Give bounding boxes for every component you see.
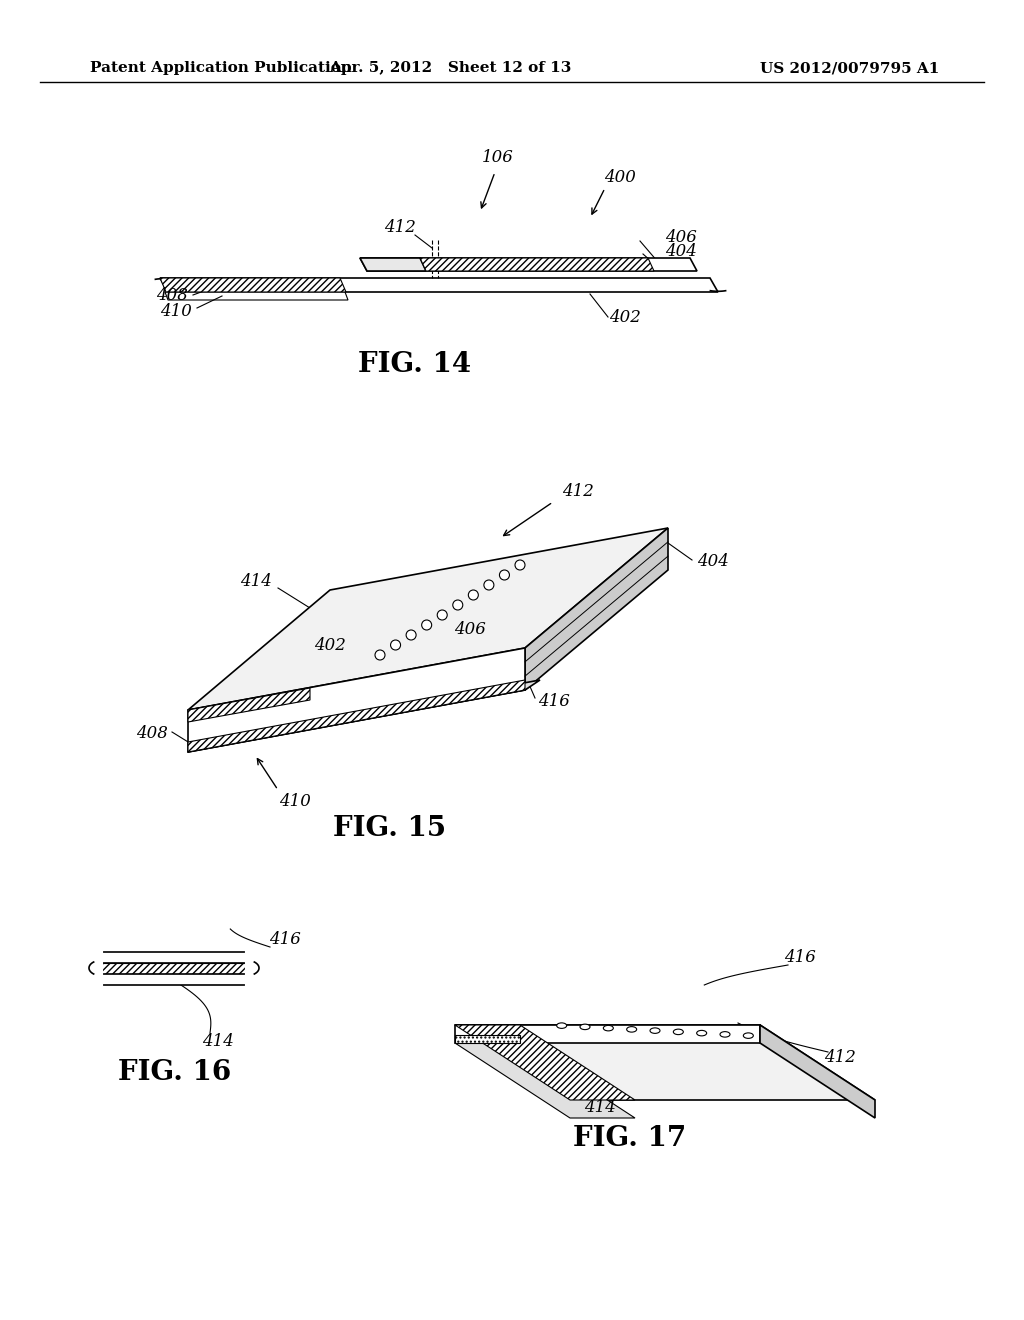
Text: 414: 414 [202, 1034, 233, 1051]
Polygon shape [760, 1026, 874, 1118]
Ellipse shape [674, 1030, 683, 1035]
Polygon shape [525, 528, 668, 690]
Circle shape [468, 590, 478, 601]
Circle shape [515, 560, 525, 570]
Text: Apr. 5, 2012   Sheet 12 of 13: Apr. 5, 2012 Sheet 12 of 13 [329, 61, 571, 75]
Polygon shape [188, 688, 310, 722]
Circle shape [422, 620, 432, 630]
Text: 408: 408 [136, 726, 168, 742]
Ellipse shape [650, 1028, 660, 1034]
Ellipse shape [696, 1031, 707, 1036]
Text: 404: 404 [697, 553, 729, 570]
Text: 402: 402 [314, 636, 346, 653]
Polygon shape [95, 950, 103, 990]
Text: FIG. 15: FIG. 15 [334, 814, 446, 842]
Circle shape [453, 601, 463, 610]
Polygon shape [455, 1035, 520, 1043]
Polygon shape [100, 964, 248, 974]
Text: 400: 400 [604, 169, 636, 186]
Polygon shape [455, 1026, 874, 1100]
Text: 416: 416 [784, 949, 816, 966]
Polygon shape [188, 648, 525, 752]
Ellipse shape [743, 1032, 754, 1039]
Text: 412: 412 [562, 483, 594, 500]
Text: 414: 414 [584, 1100, 616, 1117]
Text: 408: 408 [156, 288, 188, 305]
Text: 402: 402 [609, 309, 641, 326]
Ellipse shape [580, 1024, 590, 1030]
Circle shape [437, 610, 447, 620]
Circle shape [500, 570, 510, 579]
Ellipse shape [603, 1026, 613, 1031]
Polygon shape [455, 1043, 635, 1118]
Polygon shape [188, 528, 668, 710]
Polygon shape [165, 292, 348, 300]
Text: 416: 416 [538, 693, 570, 710]
Text: 414: 414 [240, 573, 272, 590]
Circle shape [484, 579, 494, 590]
Text: 404: 404 [665, 243, 697, 260]
Circle shape [390, 640, 400, 649]
Polygon shape [160, 279, 718, 292]
Circle shape [407, 630, 416, 640]
Text: 406: 406 [665, 230, 697, 247]
Polygon shape [455, 1026, 760, 1043]
Ellipse shape [720, 1032, 730, 1038]
Text: 406: 406 [454, 622, 486, 639]
Polygon shape [420, 257, 654, 271]
Text: 410: 410 [160, 302, 193, 319]
Polygon shape [360, 257, 697, 271]
Text: 412: 412 [384, 219, 416, 236]
Text: 410: 410 [280, 793, 311, 810]
Polygon shape [455, 1026, 635, 1100]
Polygon shape [360, 257, 426, 271]
Polygon shape [188, 680, 525, 752]
Ellipse shape [627, 1027, 637, 1032]
Text: FIG. 16: FIG. 16 [119, 1059, 231, 1085]
Ellipse shape [557, 1023, 566, 1028]
Polygon shape [188, 680, 540, 752]
Text: Patent Application Publication: Patent Application Publication [90, 61, 352, 75]
Text: 412: 412 [824, 1049, 856, 1067]
Text: FIG. 14: FIG. 14 [358, 351, 472, 379]
Circle shape [375, 649, 385, 660]
Text: 106: 106 [482, 149, 514, 166]
Text: FIG. 17: FIG. 17 [573, 1125, 687, 1151]
Text: 416: 416 [269, 932, 301, 949]
Polygon shape [245, 950, 265, 990]
Polygon shape [100, 974, 248, 985]
Polygon shape [160, 279, 346, 292]
Text: US 2012/0079795 A1: US 2012/0079795 A1 [760, 61, 939, 75]
Polygon shape [100, 952, 248, 964]
